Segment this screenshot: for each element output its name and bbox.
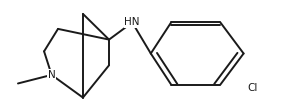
Text: HN: HN (124, 17, 140, 27)
Text: Cl: Cl (247, 83, 258, 93)
Text: N: N (48, 70, 55, 80)
